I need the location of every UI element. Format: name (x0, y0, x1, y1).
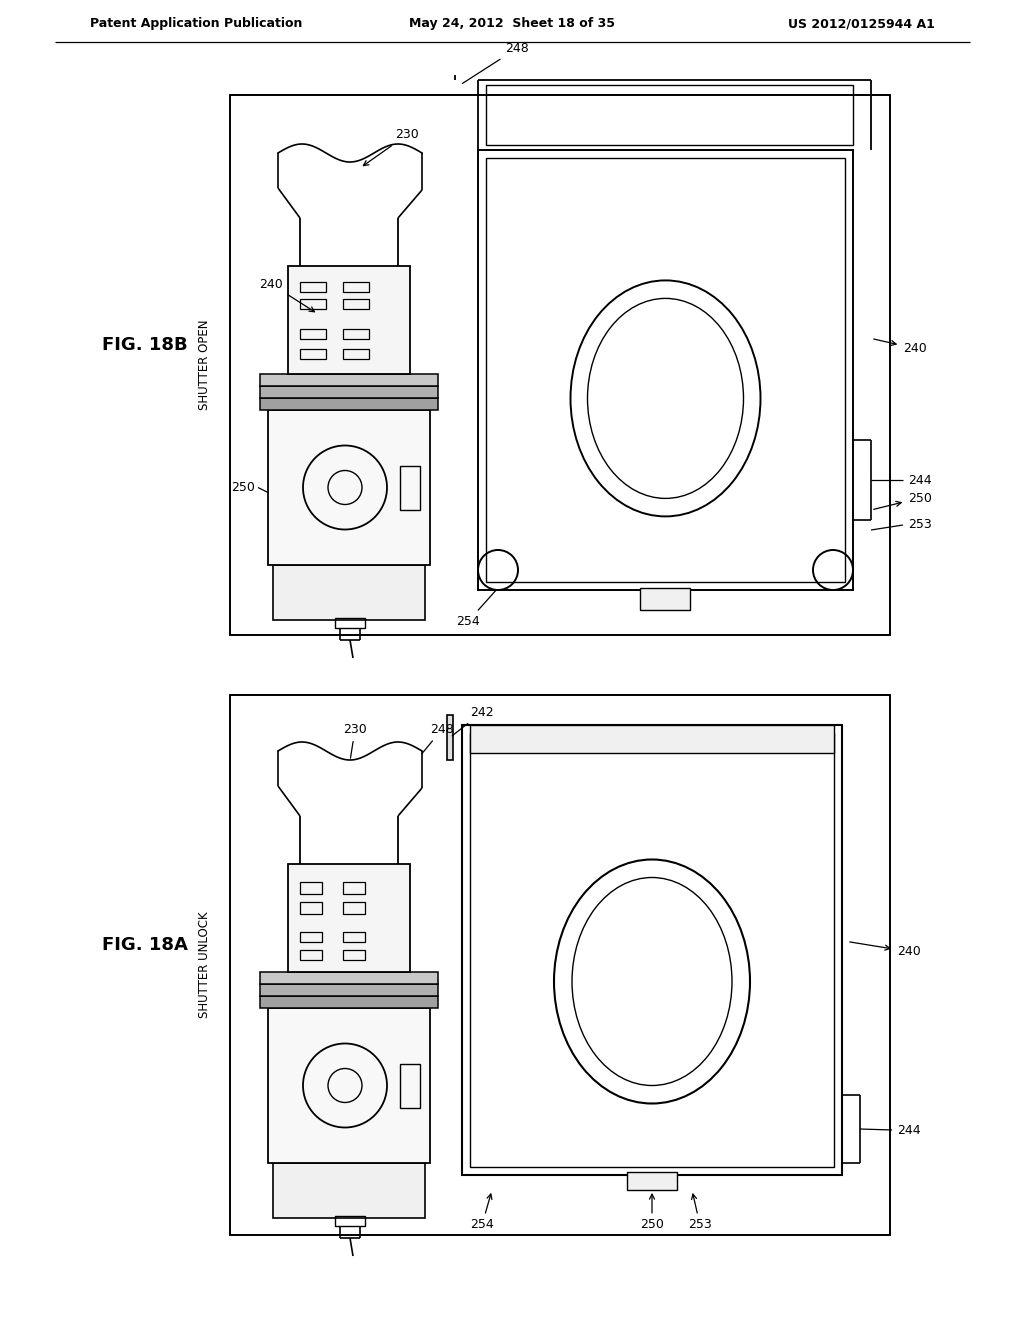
Bar (300, 950, 322, 960)
Bar (400, 466, 420, 510)
Bar (300, 329, 326, 339)
Bar (343, 902, 365, 913)
Bar (486, 158, 845, 582)
Bar (335, 618, 365, 628)
Text: SHUTTER OPEN: SHUTTER OPEN (199, 319, 212, 411)
Text: FIG. 18A: FIG. 18A (102, 936, 188, 954)
Bar (260, 385, 438, 399)
Bar (478, 150, 853, 590)
Ellipse shape (478, 550, 518, 590)
Bar (343, 882, 365, 894)
Bar (640, 587, 690, 610)
Text: 248: 248 (422, 723, 454, 754)
Text: 230: 230 (364, 128, 419, 165)
Text: Patent Application Publication: Patent Application Publication (90, 17, 302, 30)
Text: 254: 254 (456, 590, 497, 628)
Bar (230, 95, 890, 635)
Bar (486, 84, 853, 145)
Bar (343, 348, 369, 359)
Bar (273, 1163, 425, 1218)
Text: 253: 253 (688, 1195, 712, 1232)
Text: 253: 253 (908, 519, 932, 532)
Text: 244: 244 (908, 474, 932, 487)
Bar (260, 972, 438, 983)
Bar (470, 725, 834, 752)
Bar (400, 1064, 420, 1107)
Text: SHUTTER UNLOCK: SHUTTER UNLOCK (199, 912, 212, 1018)
Bar (268, 1008, 430, 1163)
Bar (470, 733, 834, 1167)
Bar (300, 348, 326, 359)
Bar (300, 902, 322, 913)
Bar (343, 950, 365, 960)
Bar (260, 374, 438, 385)
Bar (273, 565, 425, 620)
Bar (343, 282, 369, 292)
Bar (462, 725, 842, 1175)
Ellipse shape (813, 550, 853, 590)
Text: 250: 250 (640, 1195, 664, 1232)
Text: 250: 250 (231, 480, 255, 494)
Bar (335, 1216, 365, 1226)
Bar (300, 882, 322, 894)
Bar (343, 932, 365, 942)
Bar (300, 282, 326, 292)
Text: 250: 250 (873, 491, 932, 510)
Bar (627, 1172, 677, 1191)
Text: 240: 240 (850, 942, 921, 958)
Bar (343, 329, 369, 339)
Bar (300, 932, 322, 942)
Bar (268, 411, 430, 565)
Text: 248: 248 (463, 42, 528, 83)
Bar (260, 983, 438, 997)
Bar (288, 267, 410, 374)
Bar (343, 300, 369, 309)
Text: 254: 254 (470, 1195, 494, 1232)
Text: May 24, 2012  Sheet 18 of 35: May 24, 2012 Sheet 18 of 35 (409, 17, 615, 30)
Bar (288, 865, 410, 972)
Text: US 2012/0125944 A1: US 2012/0125944 A1 (788, 17, 935, 30)
Bar (260, 997, 438, 1008)
Text: 242: 242 (453, 706, 494, 735)
Bar (300, 300, 326, 309)
Text: 240: 240 (873, 339, 927, 355)
Text: 240: 240 (259, 277, 314, 312)
Bar (447, 715, 453, 760)
Text: 244: 244 (897, 1123, 921, 1137)
Bar (230, 696, 890, 1236)
Text: FIG. 18B: FIG. 18B (102, 337, 187, 354)
Bar (260, 399, 438, 411)
Text: 230: 230 (343, 723, 367, 758)
